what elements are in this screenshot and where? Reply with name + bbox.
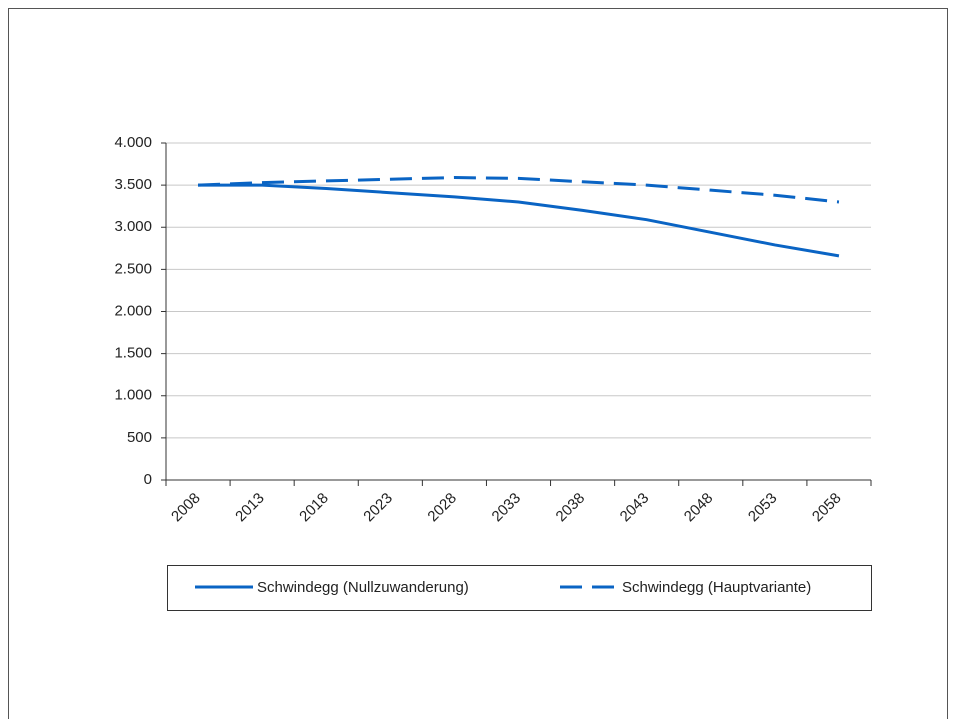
- legend-label: Schwindegg (Nullzuwanderung): [257, 579, 469, 596]
- series-line: [198, 183, 840, 258]
- y-tick-label: 2.000: [114, 302, 152, 319]
- x-tick-label: 2028: [424, 490, 460, 526]
- x-tick-label: 2058: [809, 490, 845, 526]
- x-tick-label: 2038: [553, 490, 589, 526]
- x-tick-label: 2018: [296, 490, 332, 526]
- y-tick-label: 3.000: [114, 218, 152, 235]
- y-tick-label: 1.000: [114, 387, 152, 404]
- y-tick-label: 4.000: [114, 134, 152, 151]
- x-tick-label: 2048: [681, 490, 717, 526]
- y-tick-label: 500: [127, 429, 152, 446]
- x-tick-label: 2023: [360, 490, 396, 526]
- y-tick-label: 1.500: [114, 345, 152, 362]
- x-tick-label: 2008: [168, 490, 204, 526]
- y-tick-label: 0: [144, 471, 152, 488]
- x-tick-label: 2033: [489, 490, 525, 526]
- x-tick-label: 2043: [617, 490, 653, 526]
- y-tick-label: 3.500: [114, 176, 152, 193]
- series-line: [197, 176, 840, 204]
- legend-box: [167, 565, 872, 611]
- x-tick-label: 2053: [745, 490, 781, 526]
- y-tick-label: 2.500: [114, 260, 152, 277]
- x-tick-label: 2013: [232, 490, 268, 526]
- frame: [8, 8, 948, 724]
- legend-label: Schwindegg (Hauptvariante): [622, 579, 811, 596]
